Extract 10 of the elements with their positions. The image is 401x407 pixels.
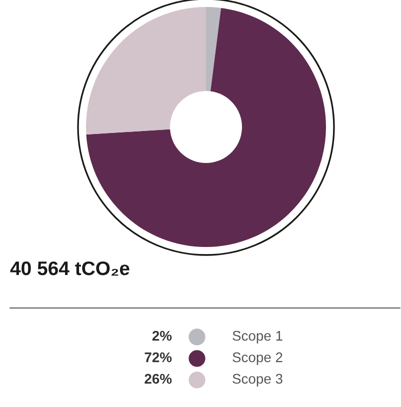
data-label: 72% [144,352,172,362]
donut-slice [86,8,326,247]
data-label: 2% [152,330,172,341]
donut-slice [206,7,222,92]
legend-label: Scope 2 [232,352,282,365]
donut-slice [86,7,206,135]
legend-label: Scope 3 [232,374,282,386]
data-label: 26% [144,374,172,384]
text: 40 564 tCO₂e [10,261,130,276]
legend-label: Scope 1 [232,330,282,344]
